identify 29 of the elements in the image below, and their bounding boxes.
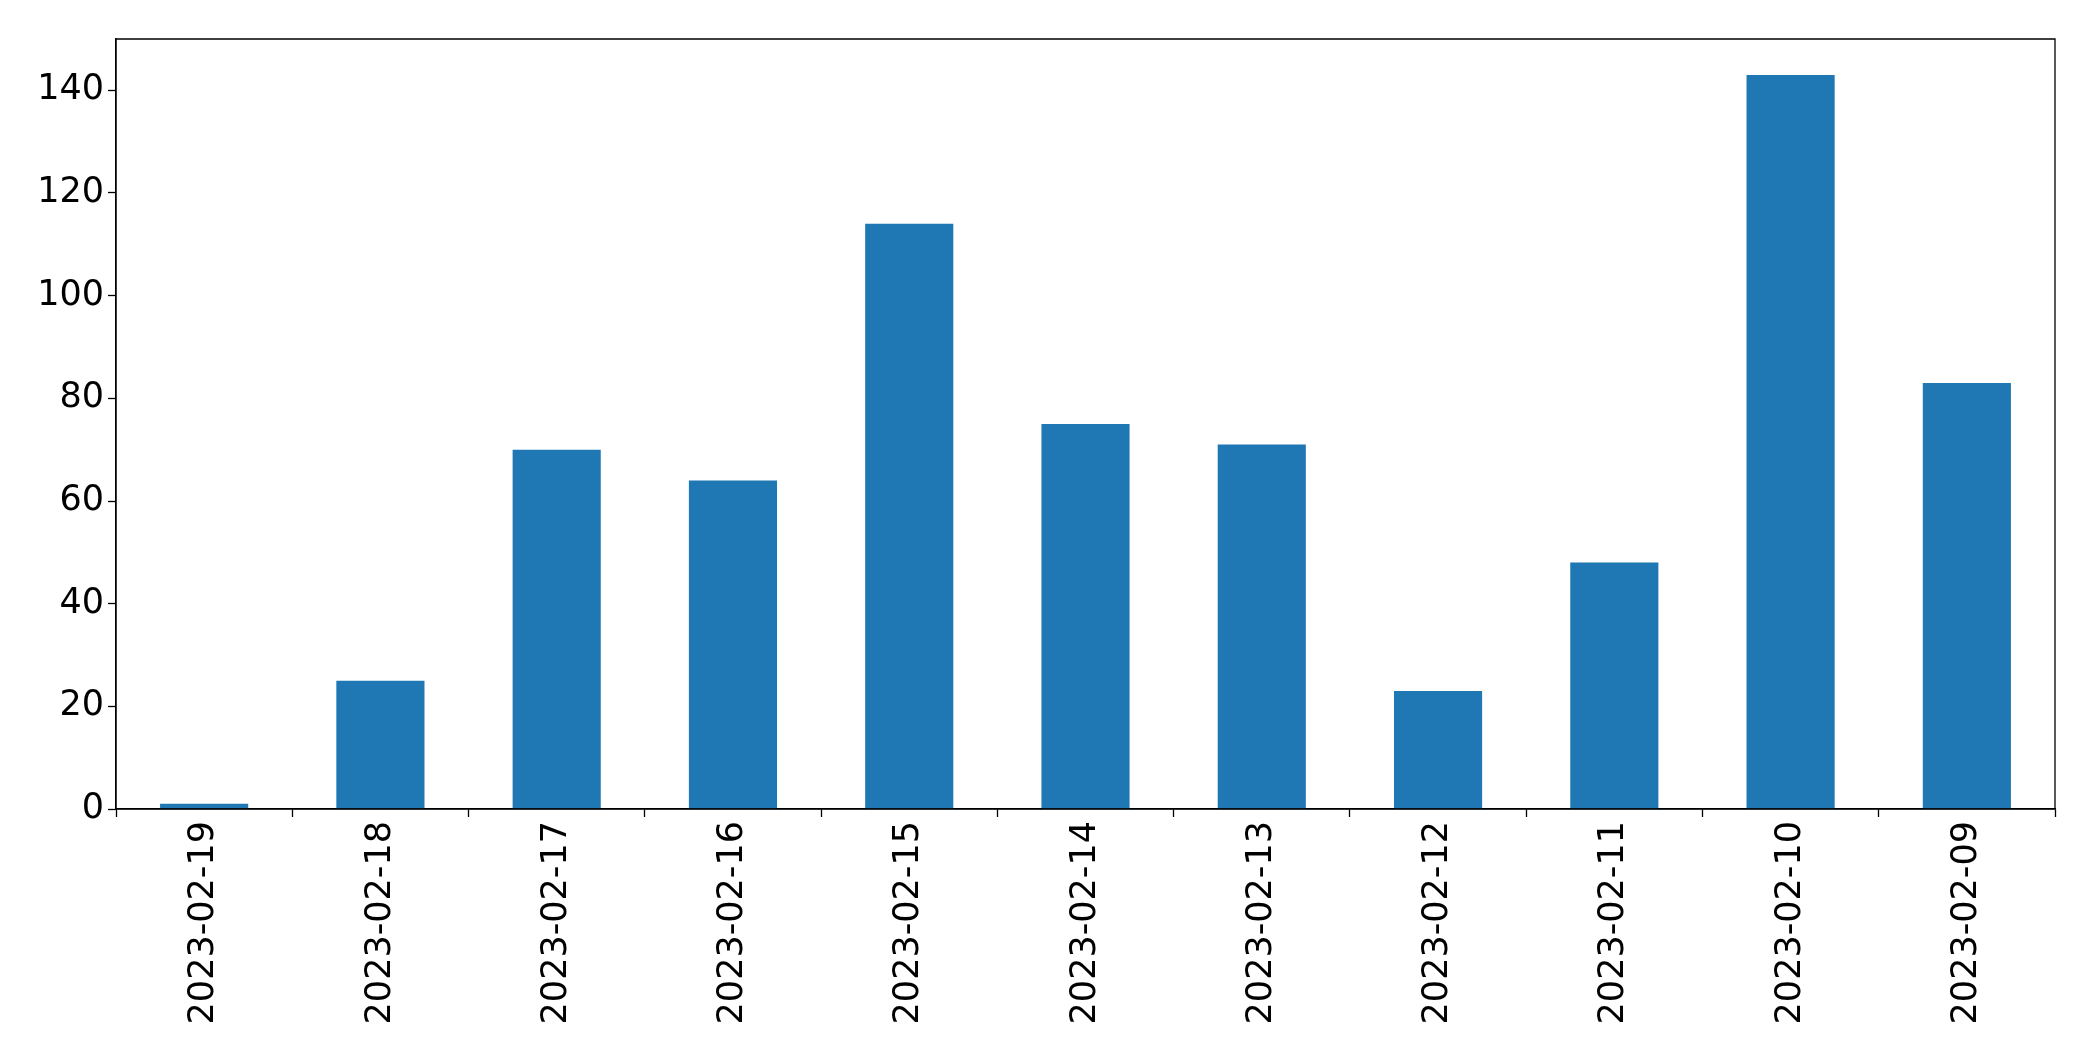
x-tick-label: 2023-02-10: [1767, 821, 1808, 1025]
x-tick-label: 2023-02-16: [710, 821, 751, 1025]
bar: [1570, 562, 1659, 809]
x-tick-label: 2023-02-11: [1591, 821, 1632, 1025]
x-tick-label: 2023-02-13: [1238, 821, 1279, 1025]
x-tick-label: 2023-02-14: [1062, 821, 1103, 1025]
y-tick-label: 0: [81, 786, 104, 827]
bar: [1746, 74, 1835, 809]
y-tick-label: 140: [37, 67, 104, 108]
x-tick-label: 2023-02-12: [1415, 821, 1456, 1025]
x-tick-label: 2023-02-19: [181, 821, 222, 1025]
y-tick-label: 80: [59, 375, 104, 416]
bar: [512, 449, 601, 809]
y-tick-label: 120: [37, 170, 104, 211]
x-tick-label: 2023-02-17: [533, 821, 574, 1025]
bar: [1041, 424, 1130, 809]
y-tick-label: 100: [37, 272, 104, 313]
bar: [865, 223, 954, 809]
x-tick-label: 2023-02-09: [1943, 821, 1984, 1025]
bar: [336, 680, 425, 809]
bar: [1217, 444, 1306, 809]
bar: [1393, 690, 1483, 809]
bar: [1922, 382, 2011, 809]
y-tick-label: 60: [59, 478, 104, 519]
y-tick-label: 40: [59, 580, 104, 621]
x-tick-label: 2023-02-18: [357, 821, 398, 1025]
bar: [688, 480, 778, 809]
y-tick-label: 20: [59, 683, 104, 724]
x-tick-label: 2023-02-15: [886, 821, 927, 1025]
